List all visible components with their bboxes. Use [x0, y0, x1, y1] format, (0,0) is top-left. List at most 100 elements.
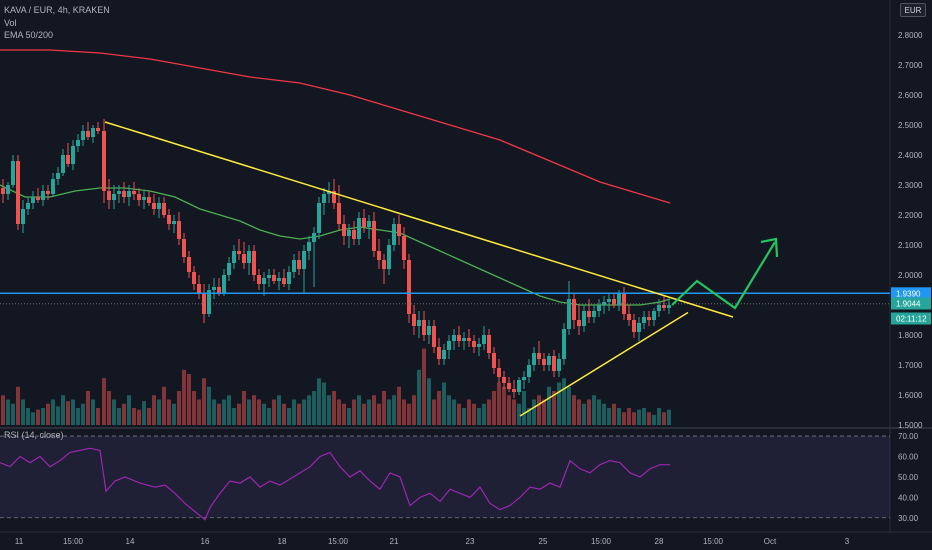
- volume-bar: [272, 399, 276, 425]
- volume-bar: [647, 412, 651, 425]
- ascending-trendline: [519, 311, 689, 417]
- volume-bar: [652, 414, 656, 425]
- volume-bar: [357, 395, 361, 425]
- candle-body: [292, 260, 296, 272]
- candle-body: [532, 353, 536, 365]
- volume-bar: [447, 395, 451, 425]
- volume-bar: [417, 369, 421, 425]
- candle-body: [132, 191, 136, 194]
- ema-legend: EMA 50/200: [4, 30, 54, 40]
- volume-bar: [412, 395, 416, 425]
- countdown-tag: 02:11:12: [896, 315, 927, 324]
- volume-bar: [552, 391, 556, 425]
- candle-body: [327, 191, 331, 194]
- candle-body: [372, 221, 376, 251]
- volume-bar: [6, 399, 10, 425]
- candle-body: [242, 254, 246, 263]
- volume-bar: [152, 395, 156, 425]
- candle-body: [632, 320, 636, 332]
- candle-body: [417, 320, 421, 326]
- volume-bar: [182, 369, 186, 425]
- volume-bar: [91, 399, 95, 425]
- volume-bar: [397, 386, 401, 425]
- rsi-tick-label: 70.00: [898, 432, 919, 441]
- candle-body: [367, 221, 371, 227]
- candle-body: [477, 344, 481, 347]
- volume-bar: [232, 408, 236, 425]
- volume-bar: [582, 403, 586, 425]
- candle-body: [46, 191, 50, 194]
- rsi-band: [0, 436, 890, 518]
- volume-bar: [657, 408, 661, 425]
- time-tick-label: 11: [15, 537, 24, 546]
- symbol-title: KAVA / EUR, 4h, KRAKEN: [4, 5, 110, 15]
- volume-bar: [312, 391, 316, 425]
- volume-bar: [437, 391, 441, 425]
- volume-bar: [627, 408, 631, 425]
- volume-bar: [452, 399, 456, 425]
- candle-body: [102, 131, 106, 191]
- volume-bar: [562, 378, 566, 425]
- volume-bar: [41, 408, 45, 425]
- volume-bar: [192, 391, 196, 425]
- volume-bar: [467, 399, 471, 425]
- volume-bar: [102, 378, 106, 425]
- volume-bar: [542, 399, 546, 425]
- volume-bar: [242, 391, 246, 425]
- candle-body: [577, 320, 581, 326]
- volume-bar: [442, 382, 446, 425]
- candle-body: [227, 263, 231, 275]
- volume-bar: [287, 408, 291, 425]
- volume-bar: [172, 403, 176, 425]
- candle-body: [302, 251, 306, 269]
- candle-body: [232, 251, 236, 263]
- candle-body: [407, 260, 411, 314]
- candle-body: [637, 323, 641, 332]
- volume-bar: [392, 395, 396, 425]
- candle-body: [177, 221, 181, 239]
- time-tick-label: 3: [845, 537, 850, 546]
- candle-body: [617, 293, 621, 305]
- candle-body: [162, 203, 166, 215]
- volume-bar: [382, 391, 386, 425]
- candle-body: [272, 275, 276, 281]
- volume-bar: [587, 399, 591, 425]
- volume-bar: [492, 391, 496, 425]
- price-tick-label: 2.1000: [898, 241, 923, 250]
- candle-body: [122, 191, 126, 197]
- volume-bar: [517, 403, 521, 425]
- candle-body: [447, 341, 451, 350]
- candle-body: [36, 197, 40, 200]
- price-tick-label: 1.8000: [898, 331, 923, 340]
- volume-bar: [577, 399, 581, 425]
- candle-body: [537, 353, 541, 359]
- countdown-tag-bg: [891, 312, 931, 325]
- candle-body: [462, 338, 466, 341]
- volume-bar: [11, 403, 15, 425]
- volume-bar: [96, 408, 100, 425]
- candle-body: [71, 146, 75, 164]
- price-tick-label: 1.7000: [898, 361, 923, 370]
- time-tick-label: 15:00: [703, 537, 724, 546]
- volume-bar: [522, 391, 526, 425]
- candle-body: [137, 194, 141, 200]
- volume-bar: [282, 403, 286, 425]
- volume-bar: [667, 409, 671, 425]
- candle-body: [287, 272, 291, 284]
- rsi-tick-label: 40.00: [898, 493, 919, 502]
- candle-body: [217, 287, 221, 293]
- volume-bar: [217, 403, 221, 425]
- volume-bar: [622, 412, 626, 425]
- candle-body: [56, 173, 60, 179]
- volume-bar: [137, 409, 141, 425]
- volume-bar: [377, 403, 381, 425]
- volume-bar: [337, 399, 341, 425]
- candle-body: [66, 155, 70, 164]
- price-tick-label: 1.5000: [898, 421, 923, 430]
- volume-bar: [202, 378, 206, 425]
- volume-bar: [427, 378, 431, 425]
- currency-button[interactable]: EUR: [900, 3, 926, 17]
- price-tick-label: 2.7000: [898, 61, 923, 70]
- volume-bar: [16, 386, 20, 425]
